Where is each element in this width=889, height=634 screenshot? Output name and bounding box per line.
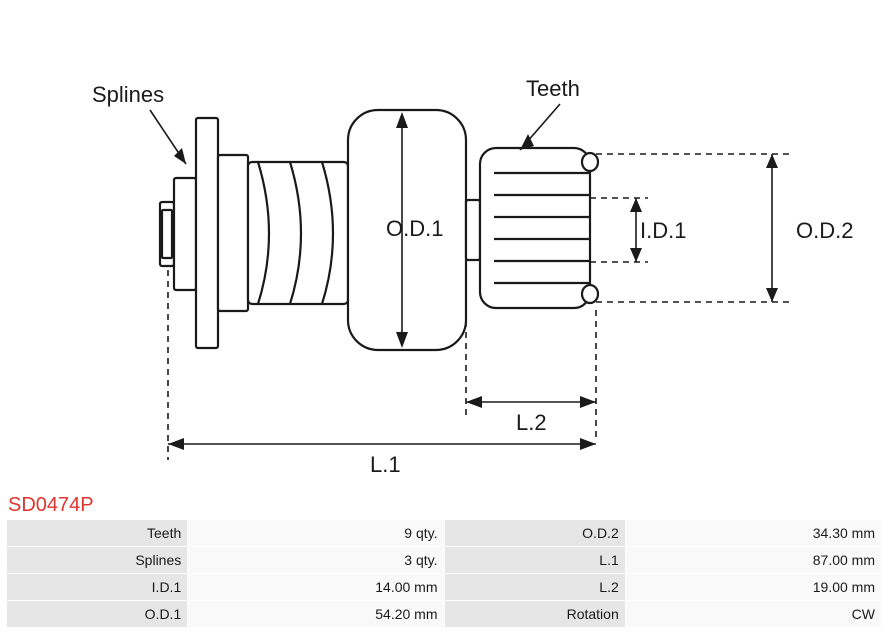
- table-row: I.D.114.00 mmL.219.00 mm: [7, 574, 882, 601]
- spec-label: L.2: [444, 574, 625, 601]
- table-row: Splines3 qty.L.187.00 mm: [7, 547, 882, 574]
- spec-label: Teeth: [7, 520, 188, 547]
- spec-value: 34.30 mm: [625, 520, 881, 547]
- spec-table: Teeth9 qty.O.D.234.30 mmSplines3 qty.L.1…: [6, 519, 882, 628]
- spec-label: O.D.1: [7, 601, 188, 628]
- table-row: O.D.154.20 mmRotationCW: [7, 601, 882, 628]
- label-l2: L.2: [516, 410, 547, 435]
- spec-value: 54.20 mm: [188, 601, 444, 628]
- spec-label: L.1: [444, 547, 625, 574]
- table-row: Teeth9 qty.O.D.234.30 mm: [7, 520, 882, 547]
- spec-value: 19.00 mm: [625, 574, 881, 601]
- part-number: SD0474P: [8, 494, 889, 517]
- label-od1: O.D.1: [386, 216, 443, 241]
- spec-value: 9 qty.: [188, 520, 444, 547]
- spec-value: CW: [625, 601, 881, 628]
- label-splines: Splines: [92, 82, 164, 107]
- technical-diagram: .s { stroke:#1a1a1a; stroke-width:2.2; f…: [0, 0, 889, 490]
- label-id1: I.D.1: [640, 218, 686, 243]
- label-l1: L.1: [370, 452, 401, 477]
- label-teeth: Teeth: [526, 76, 580, 101]
- label-od2: O.D.2: [796, 218, 853, 243]
- spec-value: 87.00 mm: [625, 547, 881, 574]
- spec-value: 3 qty.: [188, 547, 444, 574]
- spec-value: 14.00 mm: [188, 574, 444, 601]
- spec-label: Rotation: [444, 601, 625, 628]
- spec-label: Splines: [7, 547, 188, 574]
- spec-label: O.D.2: [444, 520, 625, 547]
- spec-label: I.D.1: [7, 574, 188, 601]
